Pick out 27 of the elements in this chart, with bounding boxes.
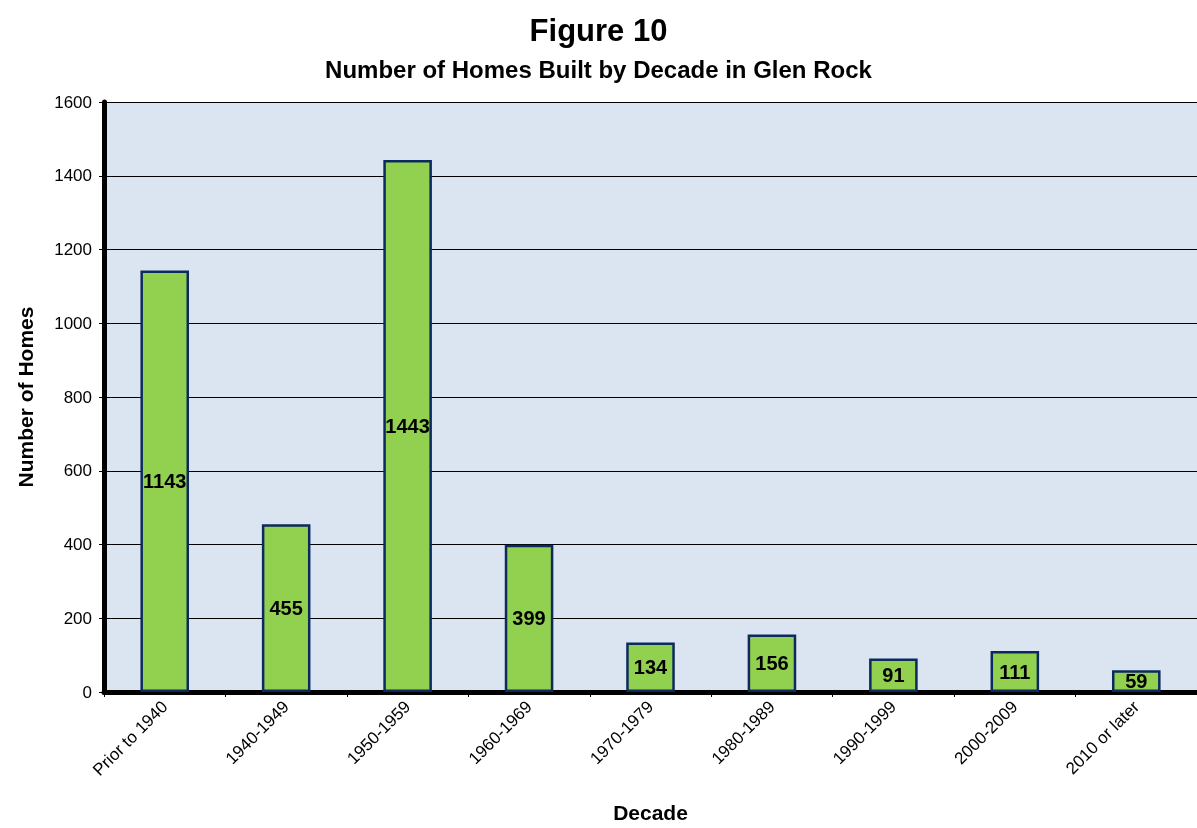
chart-subtitle: Number of Homes Built by Decade in Glen Rock xyxy=(325,55,873,83)
bar xyxy=(869,658,918,692)
y-tick-label: 1600 xyxy=(54,92,92,112)
data-label: 455 xyxy=(269,597,303,620)
bar xyxy=(140,270,190,692)
y-axis-title: Number of Homes xyxy=(14,306,37,488)
y-tick-label: 0 xyxy=(82,682,92,702)
x-axis-title: Decade xyxy=(613,801,688,824)
bar xyxy=(383,159,432,692)
bar xyxy=(504,544,554,692)
data-label: 156 xyxy=(755,652,789,675)
data-label: 91 xyxy=(882,664,905,687)
y-tick-label: 600 xyxy=(63,461,92,481)
data-label: 399 xyxy=(512,607,546,630)
chart-title: Figure 10 xyxy=(529,13,668,48)
data-label: 111 xyxy=(999,660,1031,683)
y-tick-label: 1000 xyxy=(54,313,92,333)
y-tick-label: 800 xyxy=(63,387,92,407)
y-tick-label: 400 xyxy=(63,535,92,554)
y-tick-label: 1400 xyxy=(54,166,92,186)
data-label: 59 xyxy=(1125,670,1148,693)
y-tick-label: 200 xyxy=(63,608,92,628)
y-tick-label: 1200 xyxy=(54,240,92,259)
data-label: 1443 xyxy=(385,414,430,437)
bar xyxy=(261,524,311,692)
data-label: 1143 xyxy=(143,470,187,493)
data-label: 134 xyxy=(633,656,669,679)
